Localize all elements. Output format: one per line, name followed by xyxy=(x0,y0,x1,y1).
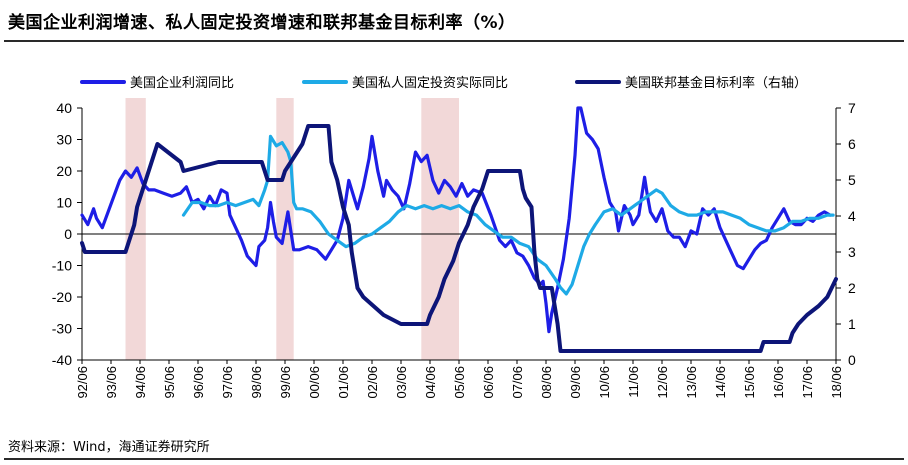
x-tick-label: 00/06 xyxy=(307,366,322,399)
left-tick-label: -10 xyxy=(52,258,72,274)
left-tick-label: 10 xyxy=(56,195,72,211)
series-line-3 xyxy=(80,124,838,353)
x-tick-label: 18/06 xyxy=(829,366,844,399)
x-tick-label: 96/06 xyxy=(191,366,206,399)
right-tick-label: 3 xyxy=(848,244,856,260)
x-tick-label: 95/06 xyxy=(162,366,177,399)
source-note: 资料来源：Wind，海通证券研究所 xyxy=(8,440,210,455)
left-tick-label: 0 xyxy=(64,226,72,242)
x-tick-label: 07/06 xyxy=(510,366,525,399)
recession-bands xyxy=(125,98,459,360)
x-tick-label: 12/06 xyxy=(655,366,670,399)
x-tick-label: 93/06 xyxy=(104,366,119,399)
right-tick-label: 4 xyxy=(848,208,856,224)
right-tick-label: 0 xyxy=(848,352,856,368)
x-tick-label: 02/06 xyxy=(365,366,380,399)
x-tick-label: 15/06 xyxy=(742,366,757,399)
left-tick-label: 30 xyxy=(56,132,72,148)
right-tick-label: 2 xyxy=(848,280,856,296)
x-tick-label: 03/06 xyxy=(394,366,409,399)
right-tick-label: 1 xyxy=(848,316,856,332)
x-tick-label: 05/06 xyxy=(452,366,467,399)
x-tick-label: 98/06 xyxy=(249,366,264,399)
series-line-1 xyxy=(80,106,832,334)
x-tick-label: 06/06 xyxy=(481,366,496,399)
page-title: 美国企业利润增速、私人固定投资增速和联邦基金目标利率（%） xyxy=(8,13,516,33)
x-tick-label: 16/06 xyxy=(771,366,786,399)
legend: 美国企业利润同比 美国私人固定投资实际同比 美国联邦基金目标利率（右轴） xyxy=(80,75,807,90)
x-tick-label: 97/06 xyxy=(220,366,235,399)
x-tick-label: 14/06 xyxy=(713,366,728,399)
x-tick-label: 01/06 xyxy=(336,366,351,399)
x-tick-label: 08/06 xyxy=(539,366,554,399)
x-tick-label: 94/06 xyxy=(133,366,148,399)
right-tick-label: 5 xyxy=(848,172,856,188)
x-tick-label: 11/06 xyxy=(626,366,641,398)
legend-label: 美国私人固定投资实际同比 xyxy=(352,75,508,90)
x-tick-label: 17/06 xyxy=(800,366,815,399)
recession-band xyxy=(125,98,146,360)
right-tick-label: 7 xyxy=(848,100,856,116)
x-tick-label: 13/06 xyxy=(684,366,699,399)
legend-label: 美国联邦基金目标利率（右轴） xyxy=(625,75,807,90)
left-tick-label: 20 xyxy=(56,163,72,179)
legend-label: 美国企业利润同比 xyxy=(130,75,234,90)
x-tick-label: 04/06 xyxy=(423,366,438,399)
x-tick-label: 10/06 xyxy=(597,366,612,399)
series-line-2 xyxy=(181,134,835,296)
left-tick-label: -30 xyxy=(52,321,72,337)
right-tick-label: 6 xyxy=(848,136,856,152)
bottom-rule xyxy=(4,458,904,460)
x-tick-label: 92/06 xyxy=(75,366,90,399)
title-rule xyxy=(4,40,904,42)
x-tick-label: 99/06 xyxy=(278,366,293,399)
left-tick-label: 40 xyxy=(56,100,72,116)
left-tick-label: -20 xyxy=(52,289,72,305)
left-tick-label: -40 xyxy=(52,352,72,368)
series-lines xyxy=(80,106,838,353)
x-tick-label: 09/06 xyxy=(568,366,583,399)
